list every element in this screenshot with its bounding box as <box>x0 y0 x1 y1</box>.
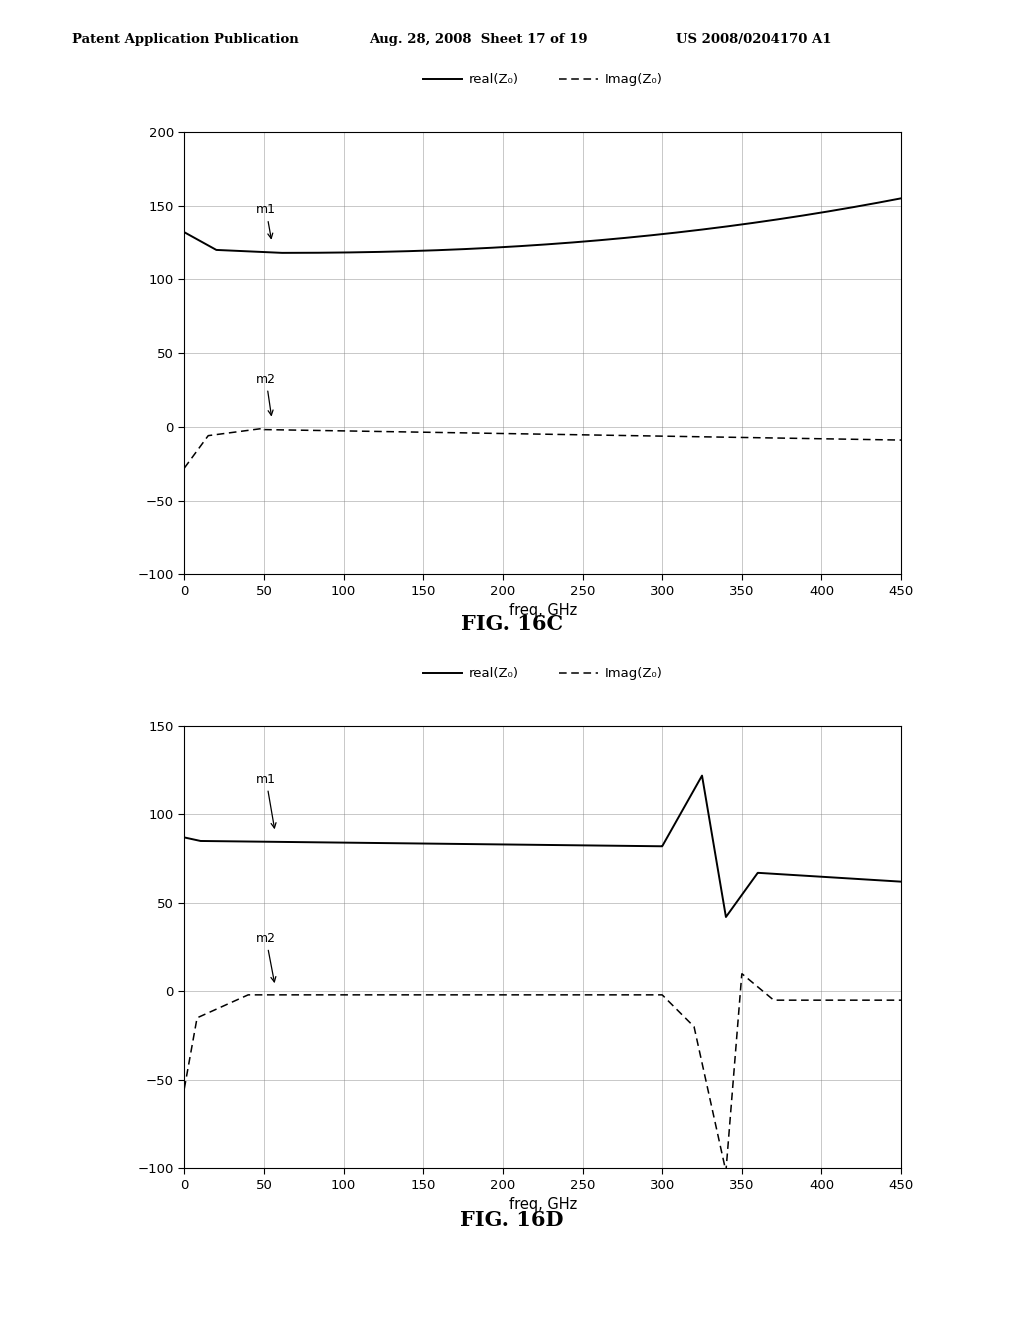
X-axis label: freq, GHz: freq, GHz <box>509 603 577 618</box>
Legend: real(Z₀), Imag(Z₀): real(Z₀), Imag(Z₀) <box>418 67 668 91</box>
Text: FIG. 16C: FIG. 16C <box>461 614 563 634</box>
Text: Aug. 28, 2008  Sheet 17 of 19: Aug. 28, 2008 Sheet 17 of 19 <box>369 33 588 46</box>
Text: Patent Application Publication: Patent Application Publication <box>72 33 298 46</box>
Text: m1: m1 <box>256 772 276 828</box>
Text: m1: m1 <box>256 203 276 239</box>
Text: FIG. 16D: FIG. 16D <box>460 1210 564 1230</box>
Text: US 2008/0204170 A1: US 2008/0204170 A1 <box>676 33 831 46</box>
Legend: real(Z₀), Imag(Z₀): real(Z₀), Imag(Z₀) <box>418 661 668 685</box>
Text: m2: m2 <box>256 372 276 416</box>
X-axis label: freq, GHz: freq, GHz <box>509 1197 577 1212</box>
Text: m2: m2 <box>256 932 276 982</box>
